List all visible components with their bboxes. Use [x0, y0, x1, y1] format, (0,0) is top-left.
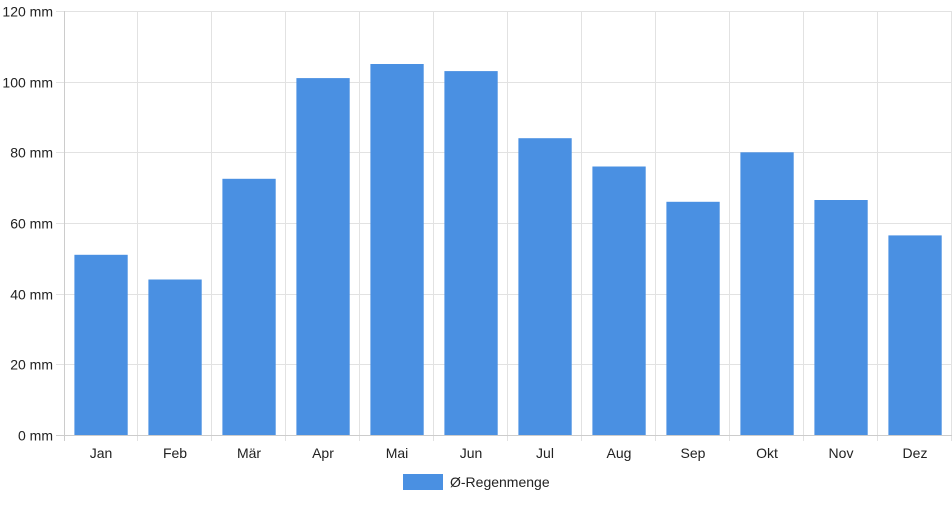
x-tick-label: Jul [536, 445, 554, 461]
bar-nov[interactable] [814, 200, 868, 435]
x-tick-label: Jan [90, 445, 113, 461]
x-tick-label: Jun [460, 445, 483, 461]
bar-aug[interactable] [592, 166, 646, 436]
x-tick-label: Nov [829, 445, 854, 461]
bar-okt[interactable] [740, 152, 794, 436]
bar-mär[interactable] [222, 178, 276, 436]
x-tick-label: Feb [163, 445, 187, 461]
bars-layer [74, 64, 942, 436]
y-tick-label: 60 mm [10, 216, 53, 232]
bar-jan[interactable] [74, 254, 128, 435]
x-tick-label: Mär [237, 445, 261, 461]
axes-layer [56, 11, 952, 441]
x-tick-label: Dez [903, 445, 928, 461]
legend[interactable]: Ø-Regenmenge [403, 474, 550, 490]
bar-sep[interactable] [666, 201, 720, 435]
legend-swatch[interactable] [403, 474, 443, 490]
y-tick-label: 120 mm [2, 4, 53, 20]
bar-jul[interactable] [518, 138, 572, 435]
bar-feb[interactable] [148, 279, 202, 436]
x-tick-label: Aug [607, 445, 632, 461]
labels-layer: 0 mm 20 mm 40 mm 60 mm 80 mm 100 mm 120 mm Jan F… [2, 4, 927, 462]
legend-label[interactable]: Ø-Regenmenge [450, 474, 550, 490]
y-tick-label: 40 mm [10, 287, 53, 303]
x-tick-label: Mai [386, 445, 409, 461]
bar-apr[interactable] [296, 78, 350, 435]
y-tick-label: 20 mm [10, 357, 53, 373]
y-tick-label: 100 mm [2, 75, 53, 91]
y-tick-label: 80 mm [10, 145, 53, 161]
x-tick-label: Apr [312, 445, 334, 461]
bar-jun[interactable] [444, 71, 498, 435]
x-tick-label: Sep [681, 445, 706, 461]
y-tick-label: 0 mm [18, 428, 53, 444]
bar-dez[interactable] [888, 235, 942, 435]
x-tick-label: Okt [756, 445, 778, 461]
bar-mai[interactable] [370, 64, 424, 435]
